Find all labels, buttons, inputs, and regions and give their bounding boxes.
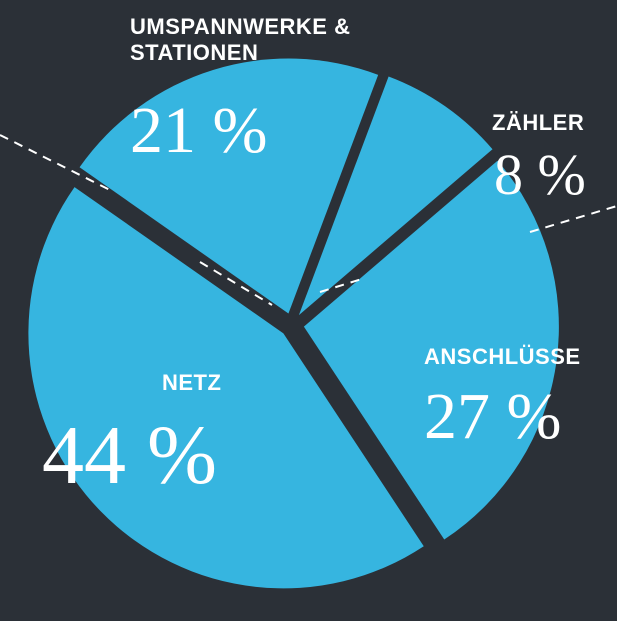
value-label: 27 % bbox=[424, 384, 561, 450]
chart bbox=[0, 0, 617, 621]
value-label: 21 % bbox=[130, 98, 267, 164]
category-label: ANSCHLÜSSE bbox=[424, 344, 581, 370]
dash-line bbox=[530, 206, 617, 232]
page: (() => { const data = JSON.parse(documen… bbox=[0, 0, 617, 621]
category-label: UMSPANNWERKE & STATIONEN bbox=[130, 14, 420, 66]
value-label: 8 % bbox=[494, 146, 586, 204]
category-label: NETZ bbox=[162, 370, 221, 396]
category-label: ZÄHLER bbox=[492, 110, 584, 136]
value-label: 44 % bbox=[42, 414, 217, 498]
